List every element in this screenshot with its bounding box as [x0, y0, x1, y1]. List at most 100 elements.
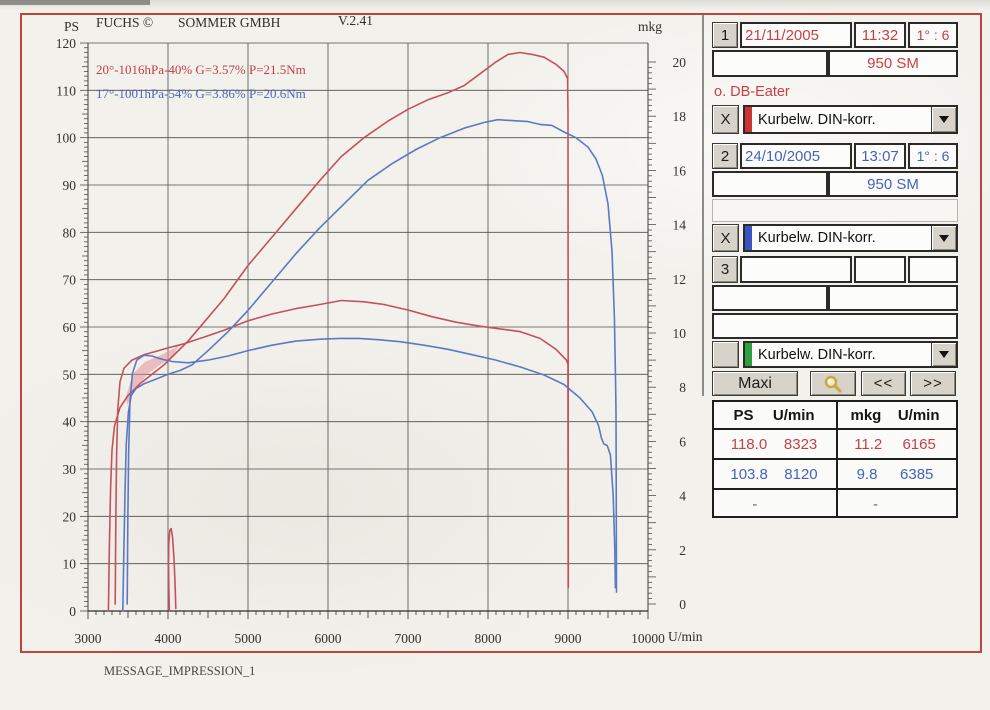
svg-text:7000: 7000 — [395, 631, 422, 646]
maxima-results-table: PS U/min mkg U/min 118.0 8323 11.2 6165 103.… — [712, 400, 958, 518]
maxi-button[interactable]: Maxi — [712, 371, 798, 396]
run3-channel-dropdown[interactable]: Kurbelw. DIN-korr. — [743, 341, 958, 368]
results-header-row: PS U/min mkg U/min — [714, 403, 956, 428]
svg-text:2: 2 — [679, 543, 686, 558]
run1-name-field — [712, 50, 828, 77]
run1-dropdown-button[interactable] — [931, 107, 956, 132]
run3-max-mkg: - — [873, 495, 878, 513]
svg-text:16: 16 — [673, 163, 687, 178]
svg-text:20: 20 — [63, 509, 77, 524]
svg-text:6000: 6000 — [315, 631, 342, 646]
run3-channel-label: Kurbelw. DIN-korr. — [758, 346, 876, 363]
zoom-button[interactable] — [810, 371, 856, 396]
col-header-mkg: mkg — [850, 407, 882, 424]
col-header-rpm2: U/min — [897, 407, 940, 424]
run1-remove-button[interactable]: X — [712, 105, 739, 134]
svg-text:90: 90 — [63, 178, 77, 193]
col-header-ps: PS — [733, 407, 754, 424]
run2-temp-gear-field: 1° : 6 — [908, 143, 958, 169]
run1-note: o. DB-Eater — [714, 84, 790, 100]
run2-date-field: 24/10/2005 — [740, 143, 852, 169]
company-label: SOMMER GMBH — [178, 15, 281, 30]
panel-divider-line — [702, 14, 704, 396]
prev-run-button[interactable]: << — [861, 371, 906, 396]
run2-max-ps: 103.8 — [730, 465, 768, 483]
svg-text:30: 30 — [63, 462, 77, 477]
svg-text:50: 50 — [63, 367, 77, 382]
run3-dropdown-button[interactable] — [931, 343, 956, 366]
run2-conditions-annotation: 17°-1001hPa-54% G=3.86% P=20.6Nm — [96, 86, 306, 101]
run1-max-ps-rpm: 8323 — [783, 435, 818, 453]
run3-temp-gear-field — [908, 256, 958, 283]
footer-message: MESSAGE_IMPRESSION_1 — [104, 664, 256, 678]
svg-text:6: 6 — [679, 434, 686, 449]
run3-model-field — [828, 285, 958, 311]
chevron-down-icon — [939, 351, 949, 358]
run2-max-mkg: 9.8 — [856, 465, 878, 483]
brand-label: FUCHS © — [96, 15, 154, 30]
svg-text:110: 110 — [56, 83, 76, 98]
left-axis-title: PS — [64, 19, 80, 34]
chart-frame-border — [20, 13, 982, 653]
run1-date-field: 21/11/2005 — [740, 22, 852, 48]
x-axis-unit: U/min — [668, 629, 703, 644]
magnifier-icon — [824, 375, 842, 392]
svg-text:80: 80 — [63, 225, 77, 240]
run1-time-field: 11:32 — [854, 22, 906, 48]
svg-text:4000: 4000 — [155, 631, 182, 646]
run3-select-button[interactable]: 3 — [712, 256, 738, 283]
svg-text:12: 12 — [673, 272, 687, 287]
chevron-down-icon — [939, 116, 949, 123]
run2-channel-dropdown[interactable]: Kurbelw. DIN-korr. — [743, 224, 958, 252]
results-row-run1: 118.0 8323 11.2 6165 — [714, 430, 956, 458]
run2-name-field — [712, 171, 828, 197]
run2-remove-button[interactable]: X — [712, 224, 739, 252]
software-version: V.2.41 — [338, 13, 374, 28]
svg-text:9000: 9000 — [555, 631, 582, 646]
run2-model-field: 950 SM — [828, 171, 958, 197]
run3-remove-button[interactable] — [712, 341, 739, 368]
run3-color-swatch — [745, 343, 752, 366]
svg-text:18: 18 — [673, 109, 687, 124]
run1-model-field: 950 SM — [828, 50, 958, 77]
run1-temp-gear-field: 1° : 6 — [908, 22, 958, 48]
run1-select-button[interactable]: 1 — [712, 22, 738, 48]
svg-text:120: 120 — [56, 36, 77, 51]
run2-select-button[interactable]: 2 — [712, 143, 738, 169]
svg-text:3000: 3000 — [75, 631, 102, 646]
results-row-run2: 103.8 8120 9.8 6385 — [714, 460, 956, 488]
run2-color-swatch — [745, 226, 752, 250]
table-line — [714, 428, 956, 430]
next-run-button[interactable]: >> — [910, 371, 956, 396]
svg-text:0: 0 — [69, 604, 76, 619]
svg-text:8000: 8000 — [475, 631, 502, 646]
col-header-rpm: U/min — [772, 407, 815, 424]
run1-channel-dropdown[interactable]: Kurbelw. DIN-korr. — [743, 105, 958, 134]
scan-artifact — [0, 0, 150, 5]
svg-text:4: 4 — [679, 489, 686, 504]
svg-text:100: 100 — [56, 131, 77, 146]
svg-text:20: 20 — [673, 55, 687, 70]
run1-conditions-annotation: 20°-1016hPa-40% G=3.57% P=21.5Nm — [96, 62, 306, 77]
svg-text:40: 40 — [63, 415, 77, 430]
table-line — [714, 488, 956, 490]
run2-dropdown-button[interactable] — [931, 226, 956, 250]
run2-time-field: 13:07 — [854, 143, 906, 169]
run2-note-field — [712, 199, 958, 222]
results-row-run3: - - — [714, 490, 956, 518]
svg-text:0: 0 — [679, 597, 686, 612]
run1-max-mkg-rpm: 6165 — [902, 435, 936, 453]
svg-text:10000: 10000 — [631, 631, 665, 646]
run3-time-field — [854, 256, 906, 283]
run1-channel-label: Kurbelw. DIN-korr. — [758, 111, 876, 128]
run-control-panel: 1 21/11/2005 11:32 1° : 6 950 SM o. DB-E… — [710, 0, 960, 530]
run3-note-field — [712, 313, 958, 339]
run1-max-ps: 118.0 — [730, 435, 768, 453]
run2-max-ps-rpm: 8120 — [784, 465, 818, 483]
run3-name-field — [712, 285, 828, 311]
svg-text:10: 10 — [673, 326, 687, 341]
run3-max-ps: - — [752, 495, 758, 513]
run1-max-mkg: 11.2 — [854, 435, 883, 453]
